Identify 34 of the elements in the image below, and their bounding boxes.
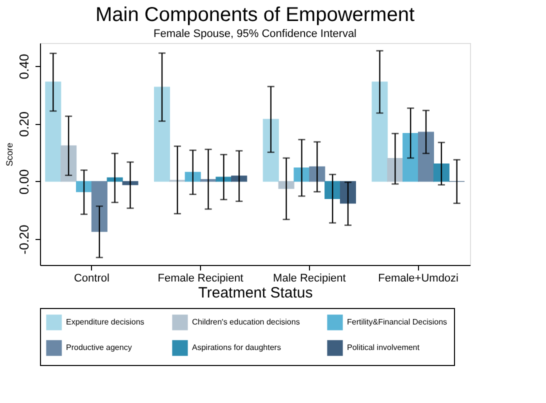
bar — [372, 82, 388, 182]
y-tick-label: -0.20 — [16, 224, 32, 254]
bar — [262, 118, 279, 182]
y-tick-label: 0.40 — [16, 54, 32, 80]
bar — [76, 181, 92, 192]
chart-title: Main Components of Empowerment — [95, 4, 415, 26]
x-tick-label: Female Recipient — [158, 272, 244, 284]
legend-label: Aspirations for daughters — [192, 343, 281, 352]
bar — [231, 176, 248, 182]
legend-label: Political involvement — [347, 343, 420, 352]
legend-label: Fertility&Financial Decisions — [347, 317, 448, 326]
x-tick-label: Male Recipient — [273, 272, 346, 284]
x-tick-label: Female+Umdozi — [378, 272, 458, 284]
bar — [278, 181, 294, 189]
bar — [122, 181, 138, 186]
legend-label: Children's education decisions — [192, 317, 300, 326]
bar — [402, 132, 419, 182]
bar — [418, 132, 434, 182]
bar — [433, 164, 450, 182]
bar — [340, 181, 356, 204]
bar — [60, 145, 77, 182]
y-axis-title: Score — [4, 142, 14, 166]
legend-label: Productive agency — [66, 343, 132, 352]
y-tick-label: 0.00 — [16, 169, 32, 195]
bar — [309, 166, 326, 182]
y-tick-label: 0.20 — [16, 112, 32, 137]
bar — [154, 86, 170, 182]
bar — [45, 82, 62, 182]
legend-label: Expenditure decisions — [66, 317, 144, 326]
chart-subtitle: Female Spouse, 95% Confidence Interval — [153, 28, 357, 40]
bar — [324, 181, 341, 199]
bar — [91, 181, 108, 232]
x-axis-title: Treatment Status — [198, 284, 313, 302]
x-tick-label: Control — [74, 272, 110, 284]
